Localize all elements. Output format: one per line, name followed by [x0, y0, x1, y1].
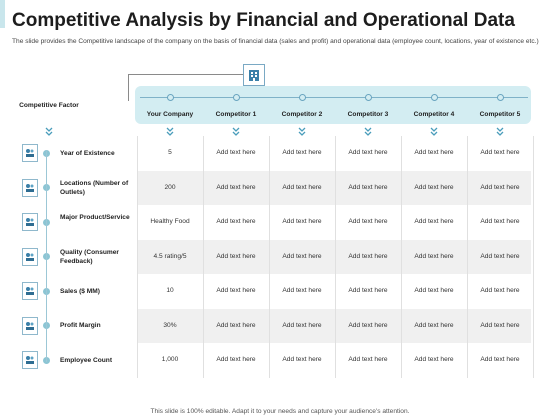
column-marker-dot: [364, 94, 372, 101]
slide-subtitle: The slide provides the Competitive lands…: [12, 38, 539, 45]
header-timeline: [140, 97, 528, 98]
chevron-down-icon: [232, 127, 240, 136]
column-marker-dot: [298, 94, 306, 101]
table-cell: Add text here: [216, 252, 256, 260]
table-cell: Add text here: [414, 356, 454, 364]
column-header: Competitor 1: [215, 111, 257, 118]
table-cell: Add text here: [282, 356, 322, 364]
table-cell: Add text here: [480, 287, 520, 295]
column-header: Competitor 2: [281, 111, 323, 118]
column-marker-dot: [496, 94, 504, 101]
table-cell: 1,000: [161, 356, 179, 364]
column-divider: [203, 136, 204, 378]
table-cell: Add text here: [216, 183, 256, 191]
title-accent-bar: [0, 0, 5, 28]
factor-track-line: [46, 150, 47, 362]
table-cell: Add text here: [480, 218, 520, 226]
column-divider: [137, 136, 138, 378]
factor-label: Year of Existence: [60, 149, 115, 157]
feedback-icon: [22, 247, 38, 266]
table-row: [137, 170, 531, 205]
table-cell: Add text here: [348, 252, 388, 260]
table-cell: Add text here: [414, 321, 454, 329]
column-marker-dot: [232, 94, 240, 101]
table-cell: Add text here: [216, 149, 256, 157]
table-cell: Add text here: [216, 218, 256, 226]
table-cell: Add text here: [282, 287, 322, 295]
chevron-down-icon: [496, 127, 504, 136]
table-cell: Add text here: [480, 321, 520, 329]
table-cell: Add text here: [216, 321, 256, 329]
column-header-band: [135, 86, 531, 124]
chevron-down-icon: [45, 127, 53, 136]
table-cell: Add text here: [282, 321, 322, 329]
table-cell: Add text here: [348, 287, 388, 295]
table-cell: Add text here: [348, 183, 388, 191]
table-cell: Add text here: [414, 183, 454, 191]
chevron-down-icon: [166, 127, 174, 136]
table-cell: Add text here: [216, 287, 256, 295]
table-cell: 4.5 rating/5: [153, 252, 187, 260]
slide-footer: This slide is 100% editable. Adapt it to…: [150, 408, 410, 415]
table-cell: 200: [164, 183, 176, 191]
table-cell: Add text here: [216, 356, 256, 364]
table-cell: Add text here: [348, 218, 388, 226]
table-cell: Add text here: [282, 218, 322, 226]
table-row: [137, 308, 531, 343]
table-cell: Add text here: [348, 356, 388, 364]
column-header: Competitor 4: [413, 111, 455, 118]
service-icon: [22, 213, 38, 232]
column-divider: [467, 136, 468, 378]
table-cell: Add text here: [348, 321, 388, 329]
table-cell: Add text here: [480, 356, 520, 364]
table-cell: Add text here: [348, 149, 388, 157]
column-marker-dot: [430, 94, 438, 101]
table-cell: Add text here: [480, 252, 520, 260]
building-icon: [243, 64, 265, 86]
employees-icon: [22, 351, 38, 370]
connector-bracket: [128, 74, 244, 101]
column-divider: [401, 136, 402, 378]
factor-label: Locations (Number of Outlets): [60, 179, 129, 196]
sales-icon: [22, 282, 38, 301]
factor-label: Profit Margin: [60, 322, 101, 330]
factor-column-header: Competitive Factor: [19, 102, 79, 109]
table-cell: 5: [168, 149, 172, 157]
table-cell: Add text here: [414, 218, 454, 226]
table-row: [137, 239, 531, 274]
calendar-icon: [22, 144, 38, 163]
column-header: Competitor 5: [479, 111, 521, 118]
chevron-down-icon: [430, 127, 438, 136]
table-cell: 10: [166, 287, 174, 295]
factor-label: Quality (Consumer Feedback): [60, 248, 119, 265]
column-marker-dot: [166, 94, 174, 101]
column-header: Competitor 3: [347, 111, 389, 118]
table-cell: Add text here: [480, 149, 520, 157]
factor-label: Employee Count: [60, 356, 113, 364]
table-cell: Add text here: [282, 183, 322, 191]
table-cell: Add text here: [282, 252, 322, 260]
factor-label: Major Product/Service: [60, 214, 130, 222]
table-cell: Add text here: [414, 252, 454, 260]
column-divider: [533, 136, 534, 378]
column-divider: [269, 136, 270, 378]
table-cell: Add text here: [480, 183, 520, 191]
table-cell: 30%: [163, 321, 177, 329]
table-cell: Healthy Food: [150, 218, 190, 226]
column-divider: [335, 136, 336, 378]
location-icon: [22, 178, 38, 197]
slide-title: Competitive Analysis by Financial and Op…: [12, 10, 515, 31]
column-header: Your Company: [146, 111, 194, 118]
profit-icon: [22, 316, 38, 335]
table-cell: Add text here: [414, 287, 454, 295]
chevron-down-icon: [364, 127, 372, 136]
table-cell: Add text here: [414, 149, 454, 157]
chevron-down-icon: [298, 127, 306, 136]
factor-label: Sales ($ MM): [60, 287, 100, 295]
table-cell: Add text here: [282, 149, 322, 157]
